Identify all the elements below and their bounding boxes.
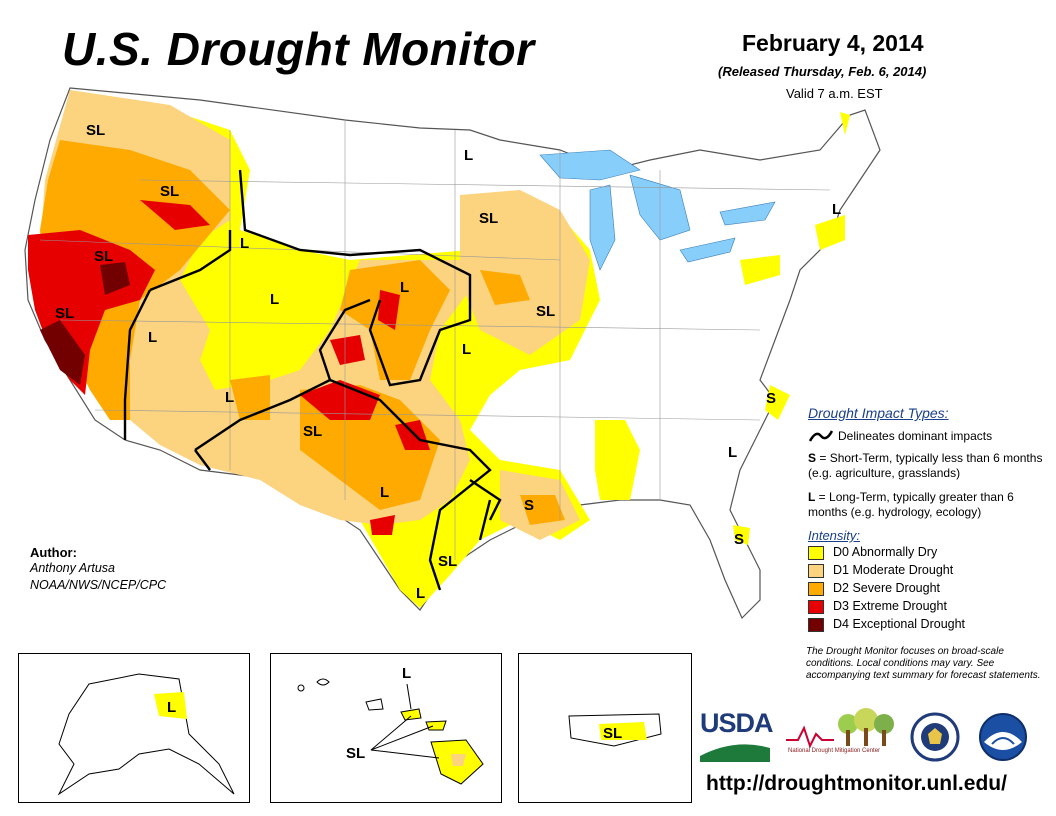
label-s-louisiana: S [524, 497, 534, 514]
impact-lines [123, 169, 502, 591]
label-s-florida: S [734, 531, 744, 548]
map-title: U.S. Drought Monitor [62, 23, 535, 75]
label-sl-nevada: SL [94, 248, 113, 265]
map-date: February 4, 2014 [742, 30, 924, 56]
label-sl-idaho: SL [160, 183, 179, 200]
label-l-newengland: L [832, 201, 841, 218]
swatch-d3 [808, 600, 824, 614]
label-sl-texas-coast: SL [438, 553, 457, 570]
label-sl-hawaii: SL [346, 745, 365, 762]
usda-logo-swoosh [700, 744, 770, 762]
short-term-text: = Short-Term, typically less than 6 mont… [808, 451, 1043, 480]
delineates-text: Delineates dominant impacts [838, 429, 993, 443]
label-l-texas: L [380, 484, 389, 501]
ndmc-logo [786, 708, 894, 748]
impact-types-title: Drought Impact Types: [808, 405, 949, 421]
swatch-d4 [808, 618, 824, 632]
short-term-definition: S = Short-Term, typically less than 6 mo… [808, 451, 1048, 481]
hawaii-map: L SL [297, 665, 484, 785]
label-sl-pnw: SL [86, 122, 105, 139]
label-sl-iowa: SL [536, 303, 555, 320]
label-l-nebraska: L [400, 279, 409, 296]
label-d2: D2 Severe Drought [833, 581, 941, 595]
swatch-d1 [808, 564, 824, 578]
label-l-montana: L [270, 291, 279, 308]
d4-areas [40, 262, 130, 385]
impact-line-icon [808, 430, 834, 442]
label-d3: D3 Extreme Drought [833, 599, 947, 613]
author-name: Anthony Artusa [30, 561, 116, 575]
label-sl-puertorico: SL [603, 725, 622, 742]
noaa-logo [979, 713, 1027, 761]
label-l-oregon: L [240, 235, 249, 252]
state-boundaries [39, 120, 831, 560]
label-s-virginia: S [766, 390, 776, 407]
swatch-d0 [808, 546, 824, 560]
long-term-text: = Long-Term, typically greater than 6 mo… [808, 490, 1014, 519]
long-term-definition: L = Long-Term, typically greater than 6 … [808, 490, 1048, 520]
intensity-title: Intensity: [808, 528, 861, 543]
label-l-northdakota: L [464, 147, 473, 164]
label-sl-newmexico: SL [303, 423, 322, 440]
drought-monitor-note: The Drought Monitor focuses on broad-sca… [806, 646, 1041, 681]
author-label: Author: [30, 545, 77, 560]
label-sl-california: SL [55, 305, 74, 322]
alaska-inset: L [18, 653, 250, 803]
label-sl-kansas: L [462, 341, 471, 358]
author-org: NOAA/NWS/NCEP/CPC [30, 578, 167, 592]
puerto-rico-map: SL [568, 713, 662, 747]
label-l-utah: L [225, 389, 234, 406]
long-term-key: L [808, 490, 816, 504]
valid-time: Valid 7 a.m. EST [786, 86, 883, 101]
short-term-key: S [808, 451, 817, 465]
puerto-rico-inset: SL [518, 653, 692, 803]
impact-labels: SL SL SL SL L L L L SL L L L SL SL L SL … [55, 122, 841, 602]
label-d1: D1 Moderate Drought [833, 563, 954, 577]
label-d0: D0 Abnormally Dry [833, 545, 938, 559]
swatch-d2 [808, 582, 824, 596]
ndmc-logo-text: National Drought Mitigation Center [788, 748, 881, 754]
released-date: (Released Thursday, Feb. 6, 2014) [718, 64, 927, 79]
commerce-seal-logo [910, 712, 960, 762]
usda-logo: USDA [700, 708, 774, 738]
label-l-alaska: L [167, 699, 176, 716]
label-l-carolina: L [728, 444, 737, 461]
alaska-map: L [57, 673, 235, 796]
label-sl-minnesota: SL [479, 210, 498, 227]
hawaii-inset: L SL [270, 653, 502, 803]
source-url[interactable]: http://droughtmonitor.unl.edu/ [706, 772, 1007, 795]
label-l-hawaii: L [402, 665, 411, 682]
label-d4: D4 Exceptional Drought [833, 617, 966, 631]
label-l-nevada: L [148, 329, 157, 346]
label-l-south-texas: L [416, 585, 425, 602]
